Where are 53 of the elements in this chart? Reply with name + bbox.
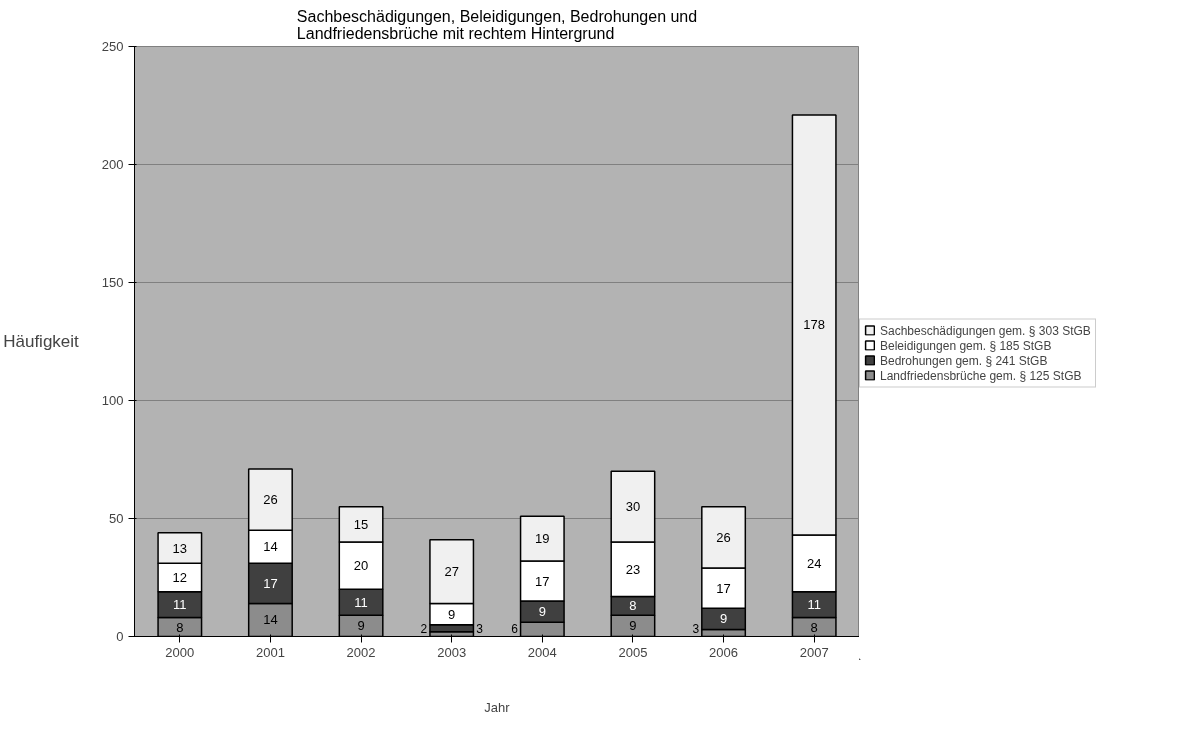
data-label: 20 [353,558,369,574]
data-label: 13 [172,540,188,556]
x-axis-title: Jahr [484,699,511,715]
data-label: 2 [420,622,428,636]
data-label: 9 [719,611,728,627]
data-label: 11 [354,594,368,610]
data-label: 17 [263,575,278,591]
data-label: 17 [716,580,731,596]
x-tick-label: 2004 [527,644,557,660]
data-label: 14 [263,539,278,555]
x-tick-label: 2006 [709,644,739,660]
y-axis-title: Häufigkeit [3,332,80,351]
data-label: 12 [172,570,188,585]
y-tick-label: 200 [101,157,124,172]
data-label: 9 [538,604,546,620]
data-label: 9 [357,618,365,634]
y-tick-label: 0 [116,629,124,644]
y-tick-label: 150 [101,275,124,290]
y-tick-label: 250 [101,39,124,54]
data-label: 11 [807,597,821,613]
legend-label: Beleidigungen gem. § 185 StGB [880,338,1052,352]
data-label: 15 [353,516,369,532]
data-label: 23 [625,561,641,577]
data-label: 178 [803,317,826,333]
y-tick-label: 50 [109,511,124,526]
data-label: 6 [511,622,519,636]
data-label: 11 [173,597,187,613]
x-tick-label: 2005 [618,644,648,660]
data-label: 9 [448,606,456,622]
chart-title: Sachbeschädigungen, Beleidigungen, Bedrohungen und Landfriedensbrüche mit rechtem Hintergrund [296,7,698,42]
data-label: 19 [535,531,550,547]
legend-label: Bedrohungen gem. § 241 StGB [880,353,1048,367]
data-label: 27 [444,564,459,580]
data-label: 17 [535,573,550,589]
data-label: 8 [810,619,818,635]
data-label: 3 [476,621,484,636]
x-tick-label: 2002 [346,644,376,660]
data-label: 26 [716,529,731,545]
data-label: 9 [629,618,637,634]
x-tick-label: 2007 [799,644,829,660]
x-tick-label: 2000 [165,644,195,660]
data-label: 8 [176,619,184,635]
legend-label: Sachbeschädigungen gem. § 303 StGB [880,323,1091,337]
data-label: 8 [629,598,637,614]
data-label: 14 [263,612,278,628]
data-label: 26 [263,492,278,508]
data-label: 24 [806,555,822,571]
legend-label: Landfriedensbrüche gem. § 125 StGB [880,368,1082,382]
y-tick-label: 100 [101,393,124,408]
x-tick-label: 2003 [437,644,467,660]
data-label: 30 [625,499,641,515]
data-label: 3 [692,622,700,636]
x-tick-label: 2001 [255,644,285,660]
